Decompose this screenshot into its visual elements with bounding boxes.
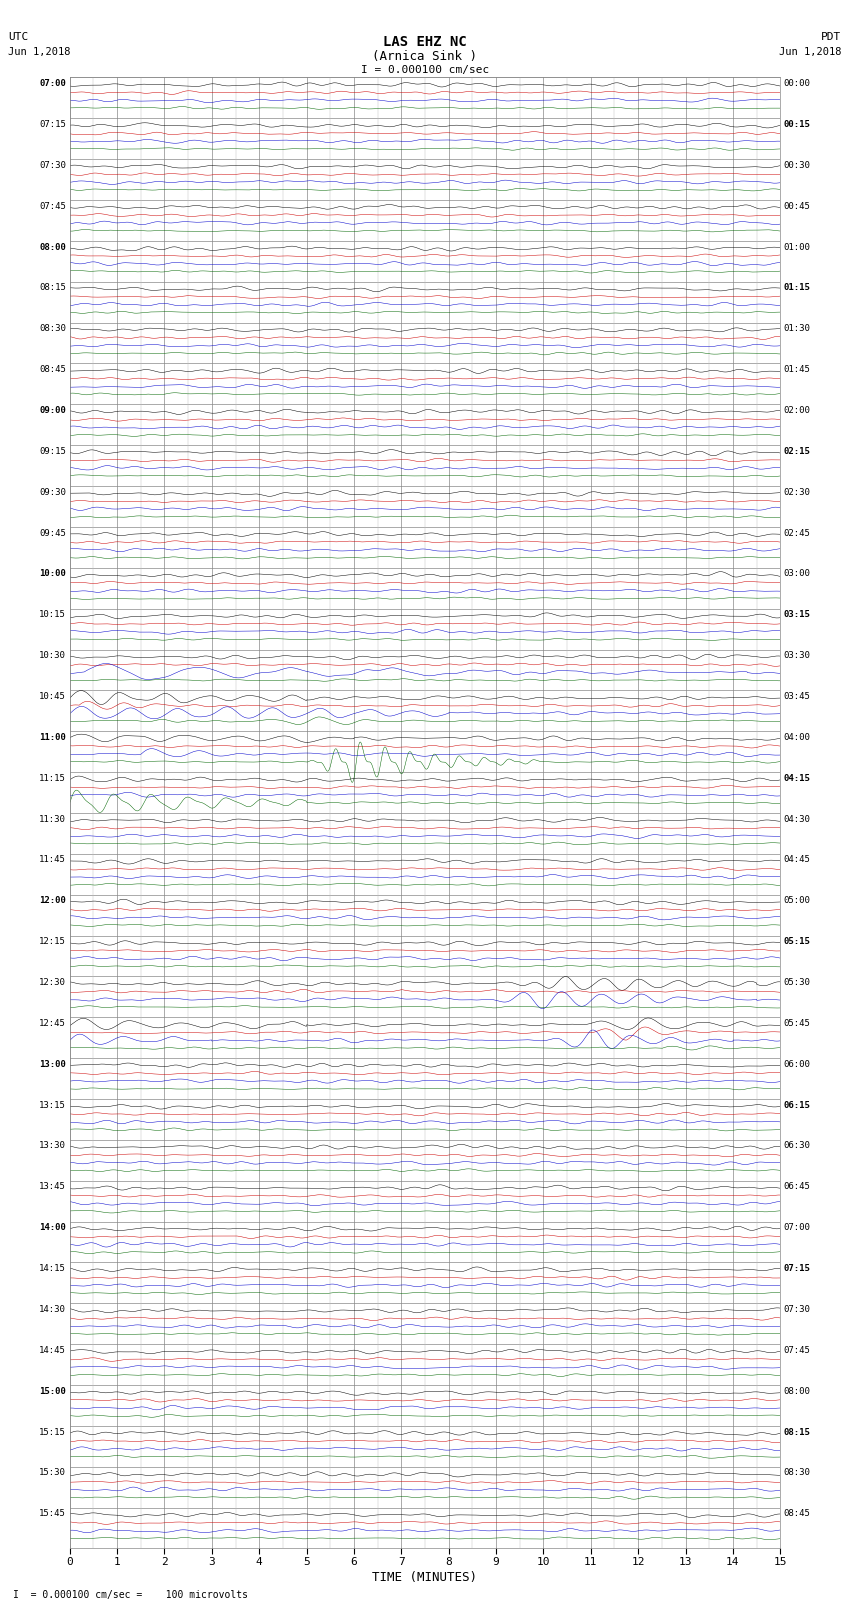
Text: 09:45: 09:45 (39, 529, 66, 537)
Text: 07:45: 07:45 (39, 202, 66, 211)
Text: 07:15: 07:15 (39, 119, 66, 129)
Text: 13:30: 13:30 (39, 1142, 66, 1150)
Text: Jun 1,2018: Jun 1,2018 (779, 47, 842, 56)
Text: 08:45: 08:45 (784, 1510, 811, 1518)
Text: 04:15: 04:15 (784, 774, 811, 782)
Text: 05:45: 05:45 (784, 1019, 811, 1027)
Text: 02:15: 02:15 (784, 447, 811, 456)
Text: 07:30: 07:30 (39, 161, 66, 169)
Text: 10:15: 10:15 (39, 610, 66, 619)
Text: 07:45: 07:45 (784, 1345, 811, 1355)
Text: 05:15: 05:15 (784, 937, 811, 947)
Text: 10:45: 10:45 (39, 692, 66, 702)
Text: 01:15: 01:15 (784, 284, 811, 292)
Text: 14:45: 14:45 (39, 1345, 66, 1355)
Text: 11:15: 11:15 (39, 774, 66, 782)
Text: Jun 1,2018: Jun 1,2018 (8, 47, 71, 56)
Text: 11:30: 11:30 (39, 815, 66, 824)
Text: 09:00: 09:00 (39, 406, 66, 415)
Text: 14:15: 14:15 (39, 1265, 66, 1273)
Text: 10:30: 10:30 (39, 652, 66, 660)
Text: 04:45: 04:45 (784, 855, 811, 865)
X-axis label: TIME (MINUTES): TIME (MINUTES) (372, 1571, 478, 1584)
Text: 13:45: 13:45 (39, 1182, 66, 1192)
Text: 02:00: 02:00 (784, 406, 811, 415)
Text: 03:30: 03:30 (784, 652, 811, 660)
Text: 04:30: 04:30 (784, 815, 811, 824)
Text: 01:00: 01:00 (784, 242, 811, 252)
Text: 00:30: 00:30 (784, 161, 811, 169)
Text: 08:45: 08:45 (39, 365, 66, 374)
Text: LAS EHZ NC: LAS EHZ NC (383, 35, 467, 50)
Text: 05:30: 05:30 (784, 977, 811, 987)
Text: 04:00: 04:00 (784, 732, 811, 742)
Text: 13:15: 13:15 (39, 1100, 66, 1110)
Text: 07:15: 07:15 (784, 1265, 811, 1273)
Text: 02:45: 02:45 (784, 529, 811, 537)
Text: 03:45: 03:45 (784, 692, 811, 702)
Text: 12:45: 12:45 (39, 1019, 66, 1027)
Text: 02:30: 02:30 (784, 487, 811, 497)
Text: 06:45: 06:45 (784, 1182, 811, 1192)
Text: 15:30: 15:30 (39, 1468, 66, 1478)
Text: 08:00: 08:00 (39, 242, 66, 252)
Text: I = 0.000100 cm/sec: I = 0.000100 cm/sec (361, 65, 489, 74)
Text: 11:00: 11:00 (39, 732, 66, 742)
Text: 09:30: 09:30 (39, 487, 66, 497)
Text: 09:15: 09:15 (39, 447, 66, 456)
Text: 15:00: 15:00 (39, 1387, 66, 1395)
Text: 08:00: 08:00 (784, 1387, 811, 1395)
Text: 00:45: 00:45 (784, 202, 811, 211)
Text: 03:15: 03:15 (784, 610, 811, 619)
Text: 06:30: 06:30 (784, 1142, 811, 1150)
Text: 08:30: 08:30 (39, 324, 66, 334)
Text: 01:45: 01:45 (784, 365, 811, 374)
Text: 14:30: 14:30 (39, 1305, 66, 1315)
Text: 13:00: 13:00 (39, 1060, 66, 1069)
Text: 08:30: 08:30 (784, 1468, 811, 1478)
Text: 05:00: 05:00 (784, 897, 811, 905)
Text: 06:00: 06:00 (784, 1060, 811, 1069)
Text: UTC: UTC (8, 32, 29, 42)
Text: 06:15: 06:15 (784, 1100, 811, 1110)
Text: 01:30: 01:30 (784, 324, 811, 334)
Text: I  = 0.000100 cm/sec =    100 microvolts: I = 0.000100 cm/sec = 100 microvolts (13, 1590, 247, 1600)
Text: 07:00: 07:00 (784, 1223, 811, 1232)
Text: 00:15: 00:15 (784, 119, 811, 129)
Text: 08:15: 08:15 (784, 1428, 811, 1437)
Text: 14:00: 14:00 (39, 1223, 66, 1232)
Text: (Arnica Sink ): (Arnica Sink ) (372, 50, 478, 63)
Text: 12:00: 12:00 (39, 897, 66, 905)
Text: 12:15: 12:15 (39, 937, 66, 947)
Text: 15:15: 15:15 (39, 1428, 66, 1437)
Text: PDT: PDT (821, 32, 842, 42)
Text: 08:15: 08:15 (39, 284, 66, 292)
Text: 15:45: 15:45 (39, 1510, 66, 1518)
Text: 11:45: 11:45 (39, 855, 66, 865)
Text: 10:00: 10:00 (39, 569, 66, 579)
Text: 00:00: 00:00 (784, 79, 811, 89)
Text: 07:30: 07:30 (784, 1305, 811, 1315)
Text: 07:00: 07:00 (39, 79, 66, 89)
Text: 03:00: 03:00 (784, 569, 811, 579)
Text: 12:30: 12:30 (39, 977, 66, 987)
